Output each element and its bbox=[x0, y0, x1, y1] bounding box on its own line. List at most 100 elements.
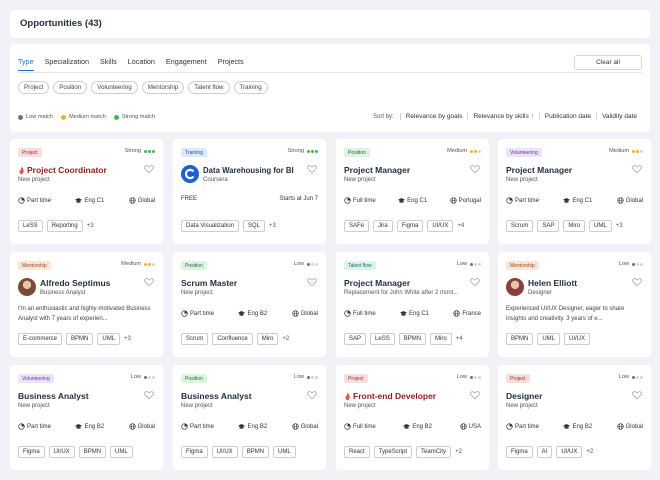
match-dot bbox=[152, 262, 155, 266]
clear-all-button[interactable]: Clear all bbox=[574, 55, 642, 70]
chip-project[interactable]: Project bbox=[18, 81, 50, 94]
opportunity-card[interactable]: Position Medium Project Manager New project… bbox=[336, 139, 489, 244]
favorite-icon[interactable] bbox=[470, 164, 480, 174]
opportunity-card[interactable]: Mentorship Medium Alfredo Septimus Business… bbox=[10, 252, 163, 357]
opportunity-card[interactable]: Project Strong Project Coordinator New proj… bbox=[10, 139, 163, 244]
match-label: Medium bbox=[609, 148, 629, 154]
match-label: Low bbox=[456, 261, 467, 267]
skill-list: Scrum Confluence Miro +2 bbox=[181, 333, 289, 345]
skill-tag: Miro bbox=[430, 333, 452, 345]
skill-list: React TypeScript TeamCity +2 bbox=[344, 446, 462, 458]
graduation-cap-icon bbox=[399, 310, 407, 317]
location: Global bbox=[137, 423, 155, 430]
match-dot bbox=[636, 262, 639, 266]
opportunity-card[interactable]: Project Low Designer New project Part time En… bbox=[498, 365, 651, 470]
skill-tag: React bbox=[344, 446, 370, 458]
match-dot bbox=[144, 149, 147, 153]
card-subtitle: New project bbox=[506, 403, 538, 409]
favorite-icon[interactable] bbox=[307, 390, 317, 400]
page-title: Opportunities (43) bbox=[20, 18, 102, 29]
more-skills-count: +3 bbox=[268, 223, 276, 229]
location: Portugal bbox=[458, 197, 481, 204]
chip-training[interactable]: Training bbox=[233, 81, 268, 94]
skill-tag: E-commerce bbox=[18, 333, 63, 345]
skill-tag: Miro bbox=[563, 220, 586, 232]
chip-talent-flow[interactable]: Talent flow bbox=[188, 81, 230, 94]
card-title[interactable]: Project Manager bbox=[344, 165, 411, 175]
card-title[interactable]: Project Coordinator bbox=[18, 165, 107, 175]
tab-projects[interactable]: Projects bbox=[217, 57, 244, 66]
graduation-cap-icon bbox=[75, 197, 83, 204]
chip-volunteering[interactable]: Volunteering bbox=[91, 81, 138, 94]
opportunity-card[interactable]: Volunteering Low Business Analyst New proje… bbox=[10, 365, 163, 470]
more-skills-count: +4 bbox=[457, 223, 465, 229]
favorite-icon[interactable] bbox=[307, 277, 317, 287]
card-title[interactable]: Designer bbox=[506, 391, 543, 401]
match-label: Low bbox=[293, 374, 304, 380]
language-level: Eng B2 bbox=[572, 423, 593, 430]
skill-tag: Reporting bbox=[46, 220, 83, 232]
card-title[interactable]: Business Analyst bbox=[18, 391, 89, 401]
chip-mentorship[interactable]: Mentorship bbox=[141, 81, 185, 94]
tab-skills[interactable]: Skills bbox=[99, 57, 117, 66]
tab-type[interactable]: Type bbox=[18, 57, 34, 71]
opportunity-card[interactable]: Mentorship Low Helen Elliott Designer Experi… bbox=[498, 252, 651, 357]
opportunity-card[interactable]: Project Low Front-end Developer New project… bbox=[336, 365, 489, 470]
card-title[interactable]: Data Warehousing for BI bbox=[203, 166, 294, 175]
match-dot bbox=[148, 375, 151, 379]
match-dot bbox=[470, 149, 473, 153]
match-dot bbox=[307, 262, 310, 266]
type-tag: Position bbox=[344, 148, 370, 157]
sort-relevance-skills[interactable]: Relevance by skills ↑ bbox=[467, 113, 538, 120]
favorite-icon[interactable] bbox=[144, 277, 154, 287]
globe-icon bbox=[129, 423, 136, 430]
opportunity-card[interactable]: Talent flow Low Project Manager Replacement… bbox=[336, 252, 489, 357]
type-tag: Position bbox=[181, 374, 207, 383]
card-title[interactable]: Project Manager bbox=[506, 165, 573, 175]
favorite-icon[interactable] bbox=[144, 164, 154, 174]
location: Global bbox=[300, 423, 318, 430]
tab-engagement[interactable]: Engagement bbox=[165, 57, 207, 66]
favorite-icon[interactable] bbox=[470, 390, 480, 400]
card-title[interactable]: Business Analyst bbox=[181, 391, 252, 401]
skill-tag: TeamCity bbox=[416, 446, 452, 458]
favorite-icon[interactable] bbox=[632, 164, 642, 174]
skill-tag: Scrum bbox=[181, 333, 209, 345]
type-tag: Project bbox=[344, 374, 368, 383]
graduation-cap-icon bbox=[238, 310, 246, 317]
sort-publication-date[interactable]: Publication date bbox=[538, 113, 596, 120]
card-title[interactable]: Front-end Developer bbox=[344, 391, 436, 401]
opportunity-card[interactable]: Position Low Business Analyst New project Pa… bbox=[173, 365, 326, 470]
language-level: Eng C1 bbox=[407, 197, 428, 204]
tab-location[interactable]: Location bbox=[127, 57, 155, 66]
language-level: Eng C1 bbox=[84, 197, 105, 204]
favorite-icon[interactable] bbox=[307, 164, 317, 174]
employment-type: Full time bbox=[353, 197, 376, 204]
opportunity-card[interactable]: Training Strong Data Warehousing for BI Cou… bbox=[173, 139, 326, 244]
tab-specialization[interactable]: Specialization bbox=[44, 57, 89, 66]
favorite-icon[interactable] bbox=[144, 390, 154, 400]
skill-tag: UI/UX bbox=[564, 333, 591, 345]
match-dot bbox=[315, 262, 318, 266]
sort-relevance-goals[interactable]: Relevance by goals bbox=[399, 113, 468, 120]
skill-tag: UML bbox=[537, 333, 561, 345]
type-tag: Project bbox=[18, 148, 42, 157]
opportunity-card[interactable]: Position Low Scrum Master New project Part t… bbox=[173, 252, 326, 357]
card-title[interactable]: Scrum Master bbox=[181, 278, 238, 288]
favorite-icon[interactable] bbox=[632, 277, 642, 287]
globe-icon bbox=[129, 197, 136, 204]
match-dot bbox=[315, 375, 318, 379]
opportunity-card[interactable]: Volunteering Medium Project Manager New pro… bbox=[498, 139, 651, 244]
low-match-dot bbox=[18, 114, 23, 120]
sort-validity-date[interactable]: Validity date bbox=[596, 113, 642, 120]
favorite-icon[interactable] bbox=[632, 390, 642, 400]
card-title[interactable]: Project Manager bbox=[344, 278, 411, 288]
card-title[interactable]: Alfredo Septimus bbox=[40, 278, 111, 288]
legend-low: Low match bbox=[26, 114, 54, 120]
chip-position[interactable]: Position bbox=[53, 81, 88, 94]
favorite-icon[interactable] bbox=[470, 277, 480, 287]
location: Global bbox=[625, 197, 643, 204]
employment-type: Part time bbox=[190, 310, 215, 317]
card-title[interactable]: Helen Elliott bbox=[528, 278, 578, 288]
match-indicator: Low bbox=[131, 374, 155, 380]
